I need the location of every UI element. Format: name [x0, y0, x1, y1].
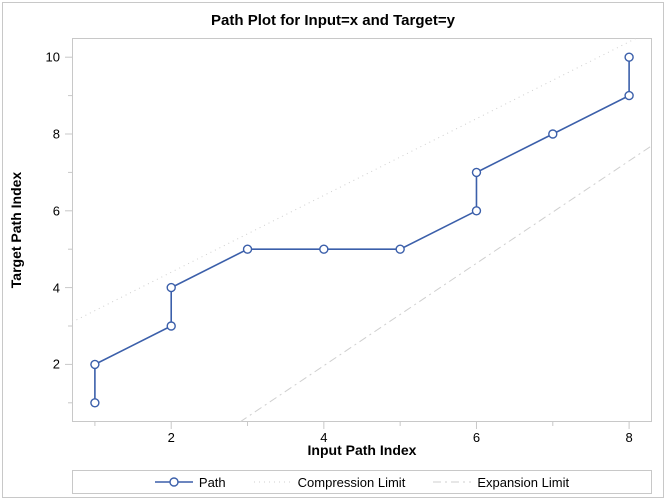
legend-item-path: Path [155, 475, 226, 490]
legend-label: Compression Limit [298, 475, 406, 490]
y-axis-label: Target Path Index [8, 172, 24, 288]
legend-sample-compression [254, 475, 292, 489]
y-tick-label: 4 [53, 280, 60, 295]
x-tick-label: 8 [625, 430, 632, 445]
y-tick-label: 8 [53, 127, 60, 142]
legend-item-compression: Compression Limit [254, 475, 406, 490]
x-axis-label: Input Path Index [72, 442, 652, 458]
x-tick-label: 4 [320, 430, 327, 445]
y-tick-label: 6 [53, 203, 60, 218]
legend-label: Path [199, 475, 226, 490]
legend-item-expansion: Expansion Limit [433, 475, 569, 490]
legend-sample-expansion [433, 475, 471, 489]
x-tick-label: 2 [168, 430, 175, 445]
legend-sample-path [155, 475, 193, 489]
x-tick-label: 6 [473, 430, 480, 445]
y-tick-label: 2 [53, 357, 60, 372]
chart-title: Path Plot for Input=x and Target=y [0, 12, 666, 29]
y-tick-label: 10 [46, 50, 60, 65]
legend-label: Expansion Limit [477, 475, 569, 490]
legend: Path Compression Limit Expansion Limit [72, 470, 652, 494]
plot-svg [72, 38, 652, 422]
